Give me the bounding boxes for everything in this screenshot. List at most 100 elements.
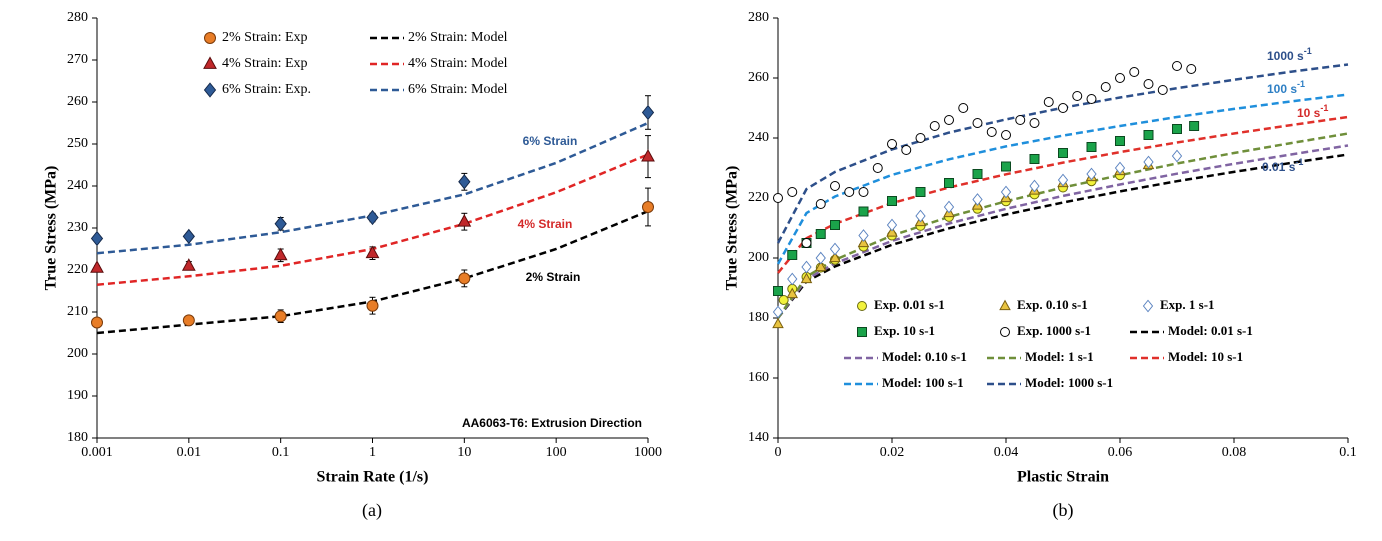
x-axis-title: Strain Rate (1/s) (317, 469, 429, 486)
marker (90, 230, 104, 247)
annotation-text: 10 s (1297, 106, 1321, 120)
marker (800, 272, 813, 284)
x-tick-label: 100 (546, 445, 567, 460)
marker (1043, 97, 1054, 107)
annotation-text: 0.01 s (1262, 160, 1296, 174)
marker (1143, 79, 1154, 89)
marker (1086, 142, 1097, 152)
marker (787, 250, 798, 260)
marker (886, 218, 898, 232)
marker (886, 226, 898, 237)
y-tick-label: 220 (748, 190, 769, 205)
marker (182, 314, 195, 327)
marker (815, 229, 826, 239)
marker (829, 242, 841, 256)
annotation-sup: -1 (1304, 46, 1312, 56)
marker (181, 258, 196, 271)
marker (787, 272, 798, 286)
y-tick-label: 200 (67, 346, 88, 361)
marker (1086, 94, 1097, 104)
annotation-text: 100 s (1267, 82, 1297, 96)
marker (91, 316, 103, 329)
marker (944, 115, 954, 125)
annotation-text: 4% Strain (518, 217, 573, 231)
annotation-text: 6% Strain (523, 134, 578, 148)
marker (274, 216, 287, 232)
x-tick-label: 0.001 (81, 445, 113, 460)
marker (773, 286, 783, 296)
marker (915, 133, 926, 143)
y-tick-label: 140 (748, 430, 769, 445)
y-tick-label: 240 (67, 178, 88, 193)
marker (642, 201, 654, 213)
y-tick-label: 280 (748, 10, 769, 25)
y-tick-label: 210 (67, 304, 88, 319)
marker (1001, 130, 1011, 140)
annotation: 6% Strain (523, 134, 578, 148)
caption: (a) (362, 500, 382, 521)
legend-label: Model: 0.01 s-1 (1168, 323, 1253, 338)
legend-marker (857, 327, 867, 337)
annotation-text: 2% Strain (526, 270, 581, 284)
marker (887, 139, 897, 149)
annotation-sup: -1 (1295, 157, 1303, 167)
marker (365, 245, 380, 259)
marker (1143, 130, 1154, 140)
marker (458, 174, 471, 190)
marker (1186, 64, 1197, 74)
legend-label: 2% Strain: Exp (222, 30, 308, 45)
marker (986, 127, 997, 137)
annotation: 2% Strain (526, 270, 581, 284)
marker (887, 196, 897, 206)
y-tick-label: 200 (748, 250, 769, 265)
annotation: 1000 s-1 (1267, 46, 1312, 63)
x-axis-title: Plastic Strain (1017, 469, 1109, 486)
y-axis-title: True Stress (MPa) (724, 166, 741, 291)
x-tick-label: 1000 (634, 445, 662, 460)
y-axis-title: True Stress (MPa) (43, 166, 60, 291)
annotation-text: AA6063-T6: Extrusion Direction (462, 416, 642, 430)
marker (829, 251, 841, 263)
annotation: 100 s-1 (1267, 79, 1305, 96)
y-tick-label: 260 (748, 70, 769, 85)
marker (1029, 179, 1040, 193)
x-tick-label: 0.1 (272, 445, 290, 460)
y-tick-label: 260 (67, 94, 88, 109)
marker (815, 199, 826, 209)
marker (1115, 73, 1125, 83)
legend-label: Exp. 0.01 s-1 (874, 297, 945, 312)
marker (274, 310, 287, 323)
legend-label: Exp. 10 s-1 (874, 323, 935, 338)
legend-label: Exp. 0.10 s-1 (1017, 297, 1088, 312)
x-tick-label: 10 (457, 445, 471, 460)
marker (1143, 155, 1154, 169)
y-tick-label: 180 (748, 310, 769, 325)
marker (786, 287, 799, 299)
x-tick-label: 0.02 (880, 445, 905, 460)
marker (858, 229, 869, 242)
marker (1058, 103, 1068, 113)
marker (830, 181, 840, 191)
marker (1015, 115, 1026, 125)
legend-label: 6% Strain: Exp. (222, 82, 311, 97)
legend-label: Exp. 1 s-1 (1160, 297, 1215, 312)
legend-label: 4% Strain: Exp (222, 56, 308, 71)
marker (1189, 121, 1200, 131)
marker (1100, 82, 1111, 92)
y-tick-label: 180 (67, 430, 88, 445)
marker (182, 228, 195, 245)
legend-marker (1142, 299, 1154, 313)
caption: (b) (1053, 500, 1074, 521)
marker (1001, 161, 1011, 172)
marker (366, 209, 379, 226)
chart-1: 140 160 180 200 220 240 260 280 0 0.02 0.04 0.06 0.0… (724, 10, 1357, 521)
x-tick-label: 0.1 (1339, 445, 1357, 460)
marker (457, 214, 472, 227)
marker (801, 260, 812, 274)
marker (458, 272, 471, 285)
legend-marker (203, 56, 217, 69)
legend-marker (204, 32, 216, 44)
legend-marker (857, 301, 867, 311)
x-tick-label: 0.01 (177, 445, 202, 460)
y-tick-label: 160 (748, 370, 769, 385)
